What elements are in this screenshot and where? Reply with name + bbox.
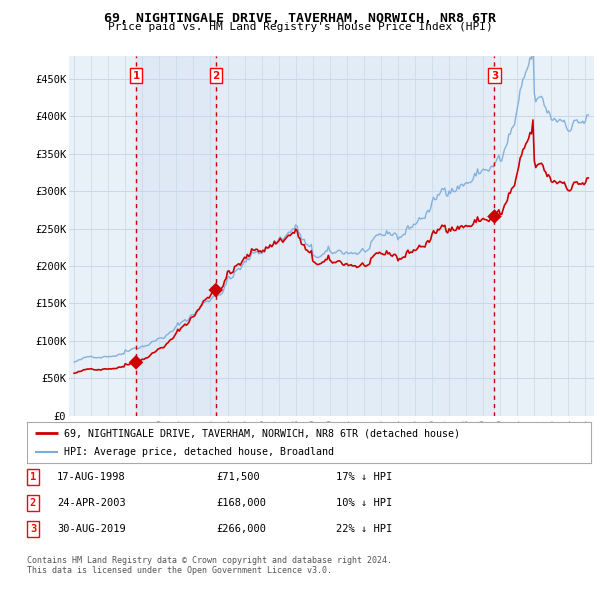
Text: 69, NIGHTINGALE DRIVE, TAVERHAM, NORWICH, NR8 6TR (detached house): 69, NIGHTINGALE DRIVE, TAVERHAM, NORWICH…: [64, 428, 460, 438]
Text: 1: 1: [133, 71, 140, 81]
Text: £266,000: £266,000: [216, 525, 266, 534]
Point: [211, 285, 221, 294]
Point: [490, 212, 499, 221]
Text: £168,000: £168,000: [216, 498, 266, 507]
Text: 69, NIGHTINGALE DRIVE, TAVERHAM, NORWICH, NR8 6TR: 69, NIGHTINGALE DRIVE, TAVERHAM, NORWICH…: [104, 12, 496, 25]
Text: Price paid vs. HM Land Registry's House Price Index (HPI): Price paid vs. HM Land Registry's House …: [107, 22, 493, 32]
Text: HPI: Average price, detached house, Broadland: HPI: Average price, detached house, Broa…: [64, 447, 334, 457]
Text: 2: 2: [212, 71, 220, 81]
Text: 3: 3: [30, 525, 36, 534]
Text: 24-APR-2003: 24-APR-2003: [57, 498, 126, 507]
Text: £71,500: £71,500: [216, 472, 260, 481]
Text: 2: 2: [30, 498, 36, 507]
Bar: [216, 56, 494, 416]
Text: 1: 1: [30, 472, 36, 481]
Point: [131, 358, 141, 367]
Text: 10% ↓ HPI: 10% ↓ HPI: [336, 498, 392, 507]
Text: 22% ↓ HPI: 22% ↓ HPI: [336, 525, 392, 534]
Text: 3: 3: [491, 71, 498, 81]
Text: Contains HM Land Registry data © Crown copyright and database right 2024.
This d: Contains HM Land Registry data © Crown c…: [27, 556, 392, 575]
Text: 17% ↓ HPI: 17% ↓ HPI: [336, 472, 392, 481]
Bar: [136, 56, 216, 416]
Text: 17-AUG-1998: 17-AUG-1998: [57, 472, 126, 481]
Text: 30-AUG-2019: 30-AUG-2019: [57, 525, 126, 534]
